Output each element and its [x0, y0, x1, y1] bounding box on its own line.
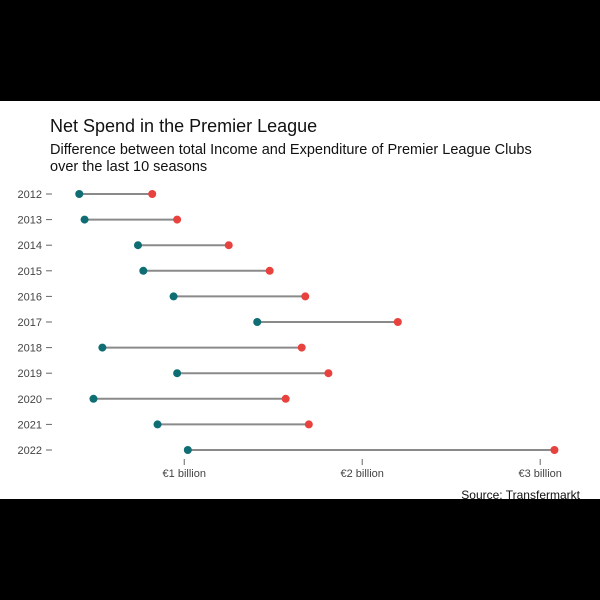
- y-tick-label: 2017: [18, 317, 42, 329]
- y-tick-label: 2021: [18, 419, 42, 431]
- start-point: [173, 369, 182, 378]
- y-tick-label: 2022: [18, 445, 42, 457]
- y-tick-label: 2014: [18, 240, 42, 252]
- x-tick-label: €1 billion: [163, 468, 206, 480]
- start-point: [80, 215, 89, 224]
- chart-subtitle: Difference between total Income and Expe…: [50, 142, 570, 176]
- y-tick-label: 2018: [18, 343, 42, 355]
- end-point: [297, 343, 306, 352]
- end-point: [281, 394, 290, 403]
- end-point: [173, 215, 182, 224]
- start-point: [75, 190, 84, 198]
- start-point: [153, 420, 162, 429]
- end-point: [324, 369, 333, 378]
- y-tick-label: 2016: [18, 291, 42, 303]
- y-tick-label: 2013: [18, 215, 42, 227]
- start-point: [89, 394, 98, 403]
- end-point: [393, 318, 402, 326]
- y-tick-label: 2020: [18, 394, 42, 406]
- start-point: [98, 343, 107, 352]
- start-point: [169, 292, 178, 301]
- y-tick-label: 2019: [18, 368, 42, 380]
- start-point: [133, 241, 142, 250]
- start-point: [253, 318, 262, 326]
- chart-title: Net Spend in the Premier League: [50, 116, 318, 136]
- end-point: [224, 241, 233, 250]
- subtitle-line-1: Difference between total Income and Expe…: [50, 142, 532, 158]
- start-point: [183, 446, 192, 454]
- end-point: [550, 446, 559, 454]
- subtitle-line-2: over the last 10 seasons: [50, 159, 208, 175]
- chart-panel: Net Spend in the Premier League Differen…: [0, 101, 600, 502]
- y-tick-label: 2012: [18, 189, 42, 201]
- x-tick-label: €3 billion: [518, 468, 561, 480]
- end-point: [265, 266, 274, 275]
- end-point: [301, 292, 310, 301]
- source-note: Source: Transfermarkt: [461, 488, 580, 502]
- end-point: [304, 420, 313, 429]
- dumbbell-chart: 2012 2013 2014 2015 2016 2017 2018 2019 2020 2021…: [18, 189, 562, 480]
- start-point: [139, 266, 148, 275]
- end-point: [148, 190, 157, 198]
- y-tick-label: 2015: [18, 266, 42, 278]
- x-tick-label: €2 billion: [341, 468, 384, 480]
